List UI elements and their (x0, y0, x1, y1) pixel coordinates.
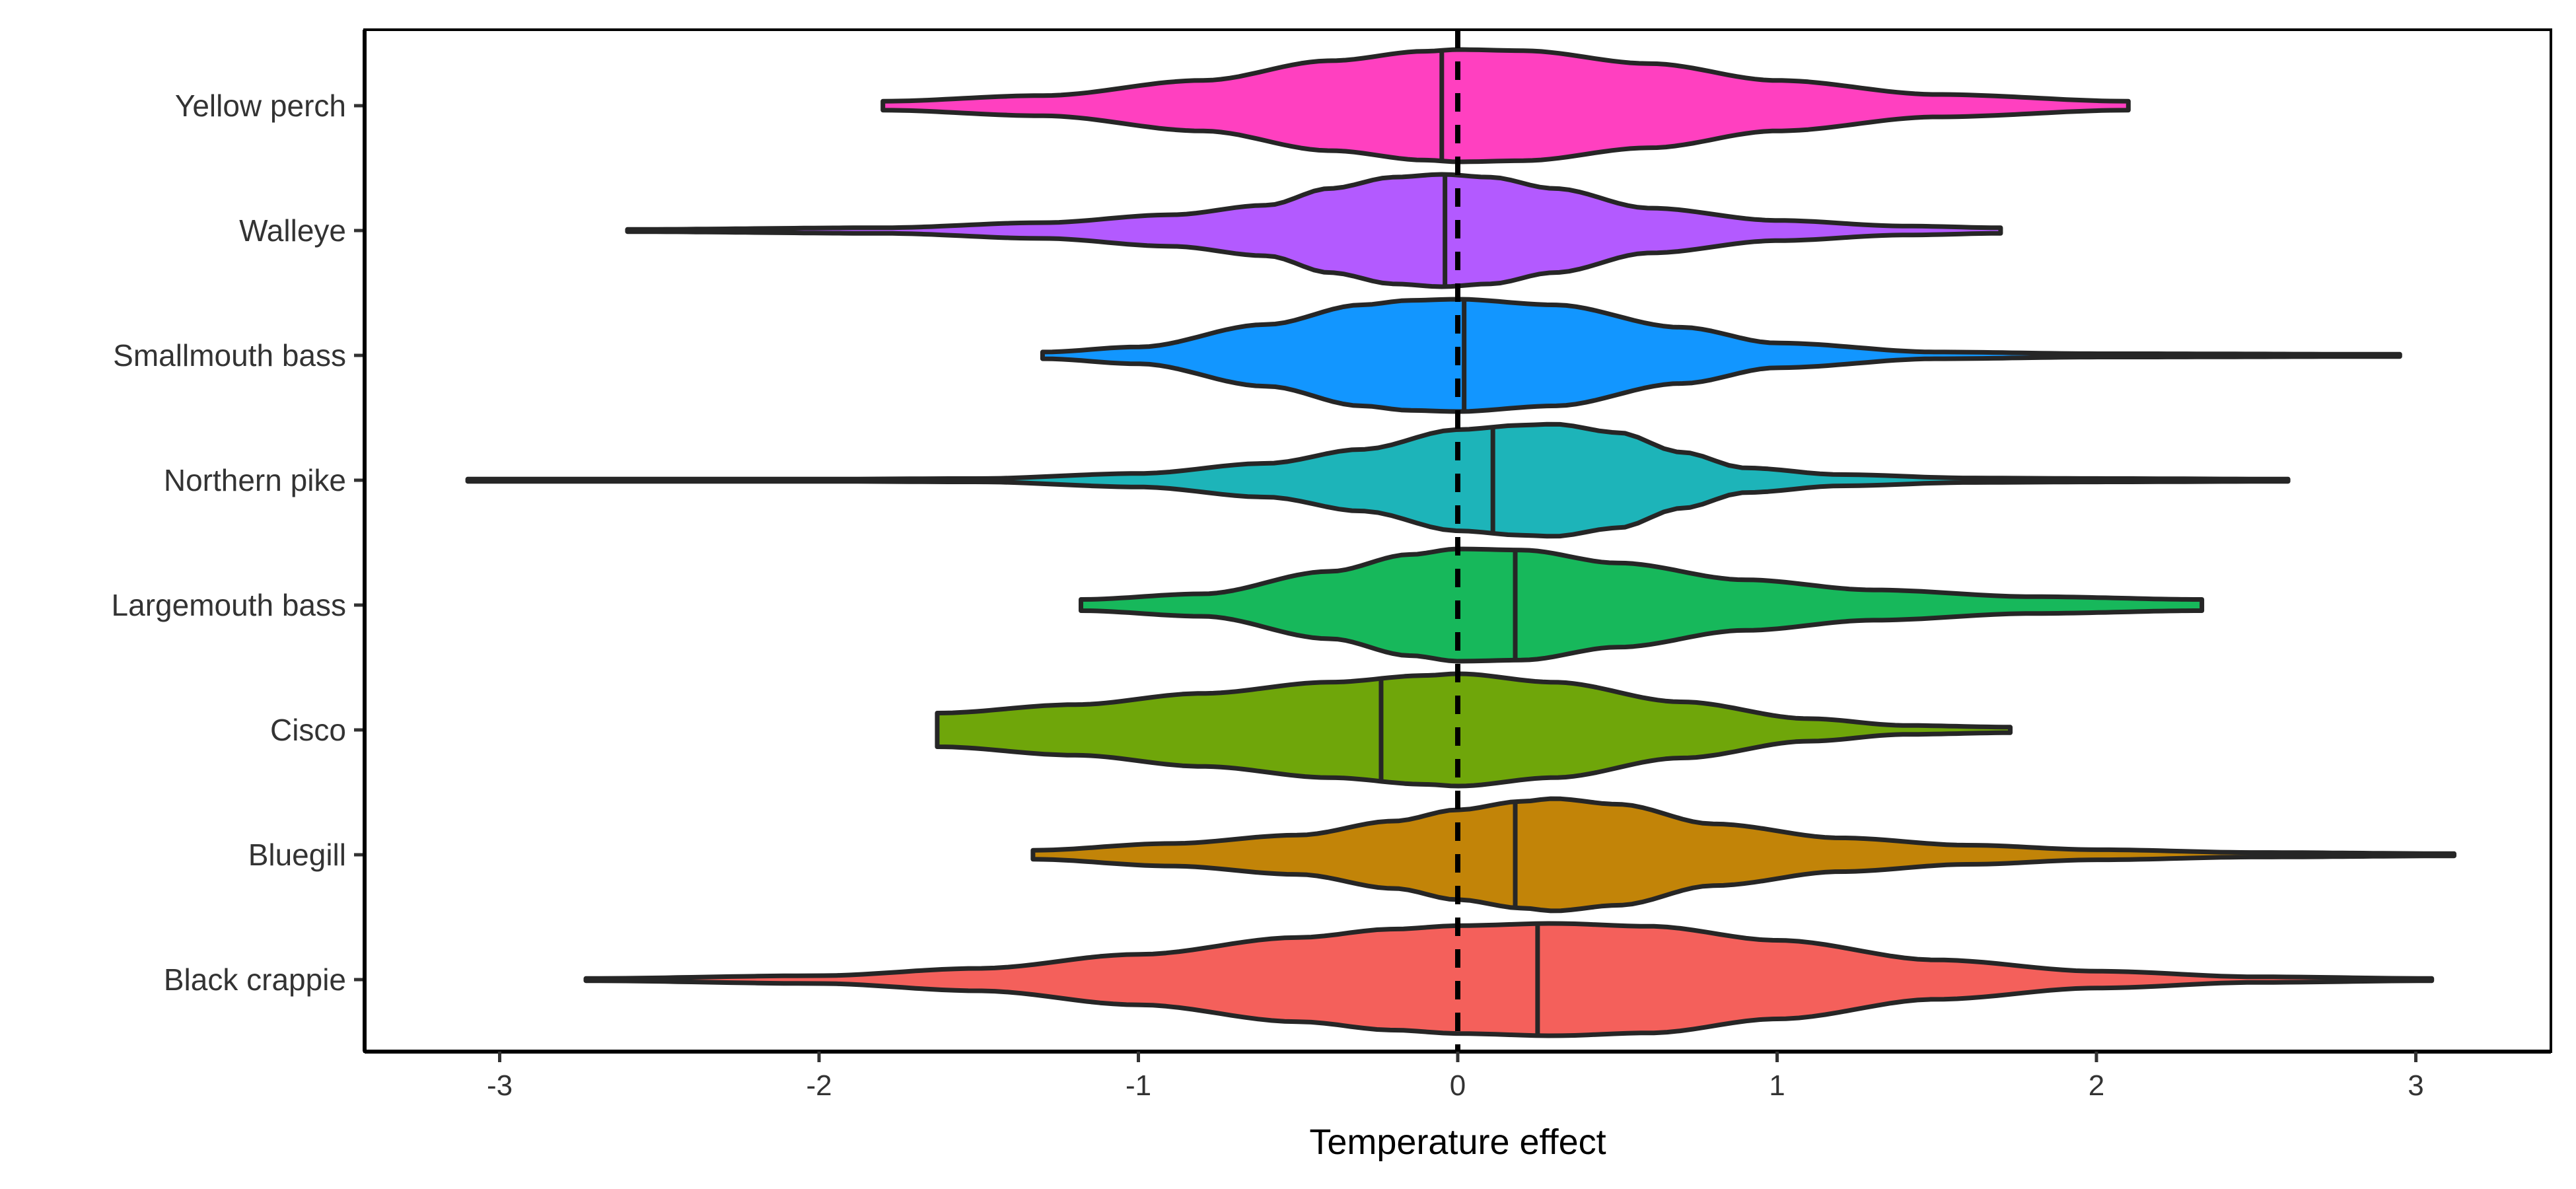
category-label-walleye: Walleye (239, 213, 346, 248)
violin-northern-pike (465, 421, 2291, 539)
category-label-black-crappie: Black crappie (164, 962, 346, 997)
category-label-yellow-perch: Yellow perch (175, 89, 346, 123)
x-tick-label-1: 1 (1769, 1069, 1785, 1102)
x-tick-labels: -3 -2 -1 0 1 2 3 (487, 1069, 2424, 1102)
category-label-northern-pike: Northern pike (164, 463, 346, 497)
x-tick-label-0: 0 (1450, 1069, 1466, 1102)
violin-bluegill (1030, 796, 2456, 914)
violin-smallmouth-bass (1040, 297, 2402, 414)
x-tick-label--3: -3 (487, 1069, 513, 1102)
x-tick-label--2: -2 (806, 1069, 832, 1102)
axes-layer (354, 28, 2552, 1062)
plot-layer (465, 47, 2456, 1038)
violin-largemouth-bass (1079, 546, 2205, 664)
category-label-cisco: Cisco (270, 713, 346, 747)
violin-cisco (935, 671, 2013, 789)
category-label-largemouth-bass: Largemouth bass (112, 588, 346, 622)
x-axis-title: Temperature effect (1309, 1122, 1606, 1162)
violin-yellow-perch (880, 47, 2131, 164)
category-label-smallmouth-bass: Smallmouth bass (113, 338, 346, 373)
violin-black-crappie (583, 921, 2435, 1038)
category-label-bluegill: Bluegill (248, 838, 346, 872)
x-tick-label--1: -1 (1126, 1069, 1151, 1102)
x-tick-label-3: 3 (2408, 1069, 2423, 1102)
x-tick-label-2: 2 (2089, 1069, 2104, 1102)
category-labels: Yellow perch Walleye Smallmouth bass Northe… (112, 89, 346, 997)
violin-walleye (625, 172, 2003, 289)
